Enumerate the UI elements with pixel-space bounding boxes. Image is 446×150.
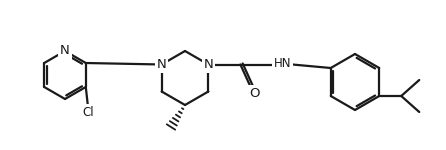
Text: Cl: Cl: [82, 105, 94, 118]
Text: N: N: [157, 58, 166, 71]
Text: N: N: [203, 58, 213, 71]
Text: N: N: [60, 45, 70, 57]
Text: O: O: [249, 87, 260, 100]
Text: HN: HN: [274, 57, 291, 70]
